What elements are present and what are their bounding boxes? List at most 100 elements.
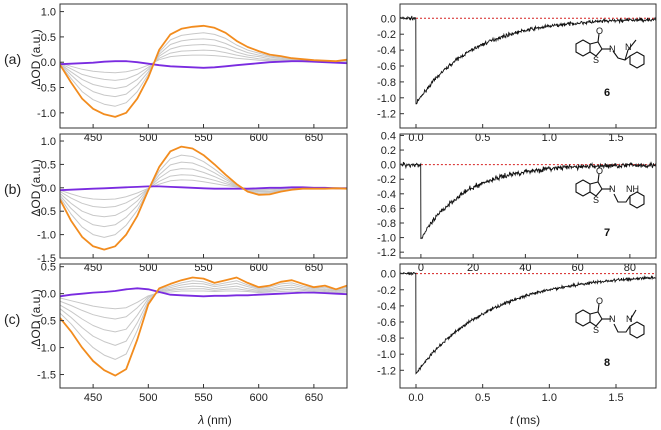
nh-label-7: NH [626, 184, 639, 194]
frame-b-kinetic [399, 133, 657, 259]
series-intermediate-1-c-spectra [60, 280, 347, 360]
y-tick-label-a-kinetic-3: -0.6 [377, 61, 396, 73]
panel-b-spectra: -1.5 -1.0 -0.5 0.0 0.5 1.0 450 500 550 600 650 [37, 133, 348, 274]
series-intermediate-3-b-spectra [60, 168, 347, 218]
x-tick-label-c-spectra-3: 600 [250, 392, 268, 404]
x-tick-label-c-kinetic-3: 1.5 [608, 392, 623, 404]
y-tick-label-c-kinetic-1: -1.0 [377, 349, 396, 361]
series-intermediate-4-b-spectra [60, 174, 347, 208]
y-axis-title-a: ΔOD (a.u.) [29, 29, 43, 86]
plot-area-b-spectra [60, 145, 347, 251]
series-intermediate-4-c-spectra [60, 288, 347, 320]
y-tick-label-c-spectra-0: -1.5 [37, 370, 56, 382]
x-tick-label-a-spectra-2: 550 [194, 132, 212, 144]
y-tick-label-c-kinetic-3: -0.6 [377, 317, 396, 329]
y-tick-label-a-spectra-4: 1.0 [41, 7, 56, 19]
y-tick-label-b-kinetic-1: -1.0 [377, 233, 396, 245]
x-tick-label-b-kinetic-1: 20 [467, 262, 479, 274]
x-tick-label-b-spectra-4: 650 [305, 262, 323, 274]
plot-area-c-spectra [60, 276, 347, 377]
y-tick-label-a-spectra-0: -1.0 [37, 108, 56, 120]
y-tick-label-b-kinetic-5: -0.2 [377, 174, 396, 186]
x-tick-label-b-spectra-2: 550 [194, 262, 212, 274]
y-tick-label-a-spectra-1: -0.5 [37, 83, 56, 95]
x-axis-title-right: t (ms) [510, 413, 540, 427]
x-tick-label-a-spectra-0: 450 [84, 132, 102, 144]
compound-label-7: 7 [604, 227, 610, 239]
nitrogen-label-7: N [609, 184, 616, 194]
x-tick-label-a-kinetic-2: 1.0 [542, 132, 557, 144]
y-tick-label-b-spectra-0: -1.5 [37, 253, 56, 265]
x-tick-label-a-spectra-1: 500 [139, 132, 157, 144]
nitrogen-label-6: N [609, 44, 616, 54]
y-tick-label-c-kinetic-4: -0.4 [377, 301, 396, 313]
series-initial-b-spectra [60, 185, 347, 192]
y-tick-label-c-spectra-4: 0.5 [41, 262, 56, 274]
y-axis-title-c: ΔOD (a.u.) [29, 289, 43, 346]
x-tick-label-a-kinetic-1: 0.5 [475, 132, 490, 144]
y-tick-label-c-kinetic-0: -1.2 [377, 365, 396, 377]
y-tick-label-b-kinetic-4: -0.4 [377, 189, 396, 201]
frame-c-kinetic [399, 263, 657, 389]
y-tick-label-a-kinetic-0: -1.2 [377, 109, 396, 121]
plot-area-a-spectra [60, 24, 347, 118]
oxygen-label-6: O [596, 26, 603, 36]
x-tick-label-b-spectra-0: 450 [84, 262, 102, 274]
x-tick-label-b-kinetic-2: 40 [519, 262, 531, 274]
y-tick-label-c-kinetic-5: -0.2 [377, 285, 396, 297]
panel-b-kinetic: -1.2 -1.0 -0.8 -0.6 -0.4 -0.2 0.0 0.2 0.4 0 20 40 60… [377, 130, 657, 274]
y-tick-label-b-kinetic-7: 0.2 [381, 145, 396, 157]
y-tick-label-b-kinetic-3: -0.6 [377, 203, 396, 215]
x-tick-label-a-spectra-3: 600 [250, 132, 268, 144]
plot-area-b-kinetic [400, 161, 656, 240]
series-final-c-spectra [60, 276, 347, 377]
plot-area-c-kinetic [400, 271, 656, 375]
x-tick-label-c-kinetic-2: 1.0 [542, 392, 557, 404]
y-tick-label-a-spectra-2: 0.0 [41, 57, 56, 69]
y-tick-label-a-kinetic-5: -0.2 [377, 29, 396, 41]
series-final-b-spectra [60, 145, 347, 251]
sulfur-label-8: S [593, 325, 599, 335]
kinetic-trace-b-kinetic [400, 161, 656, 240]
y-tick-label-a-kinetic-1: -1.0 [377, 93, 396, 105]
x-axis-title-left: λ (nm) [197, 413, 232, 427]
y-tick-label-b-spectra-1: -1.0 [37, 230, 56, 242]
molecule-6-structure: O S N N [575, 26, 645, 69]
series-intermediate-2-c-spectra [60, 282, 347, 346]
y-tick-label-c-spectra-3: 0.0 [41, 289, 56, 301]
panel-a-spectra: -1.0 -0.5 0.0 0.5 1.0 450 500 550 600 650 [37, 3, 348, 144]
row-label-b: (b) [4, 181, 21, 197]
x-tick-label-c-kinetic-1: 0.5 [475, 392, 490, 404]
x-tick-label-c-spectra-1: 500 [139, 392, 157, 404]
x-tick-label-b-spectra-1: 500 [139, 262, 157, 274]
x-tick-label-b-kinetic-4: 80 [624, 262, 636, 274]
series-intermediate-5-a-spectra [60, 54, 347, 74]
x-tick-label-c-spectra-0: 450 [84, 392, 102, 404]
panel-a-kinetic: -1.2 -1.0 -0.8 -0.6 -0.4 -0.2 0.0 0.0 0.5 1.0 1.5 [377, 3, 657, 144]
series-intermediate-3-c-spectra [60, 285, 347, 333]
series-intermediate-5-b-spectra [60, 179, 347, 200]
nitrogen-label-8b: N [626, 314, 633, 324]
y-tick-label-c-kinetic-6: 0.0 [381, 269, 396, 281]
y-tick-label-b-spectra-2: -0.5 [37, 206, 56, 218]
x-tick-label-a-kinetic-0: 0.0 [408, 132, 423, 144]
x-tick-label-c-kinetic-0: 0.0 [408, 392, 423, 404]
sulfur-label-6: S [593, 55, 599, 65]
nitrogen-label-6b: N [625, 42, 632, 52]
y-tick-label-c-kinetic-2: -0.8 [377, 333, 396, 345]
row-label-c: (c) [4, 311, 20, 327]
panel-c-spectra: -1.5 -1.0 -0.5 0.0 0.5 450 500 550 600 650 [37, 262, 348, 404]
y-tick-label-b-spectra-3: 0.0 [41, 183, 56, 195]
y-tick-label-a-kinetic-2: -0.8 [377, 77, 396, 89]
y-tick-label-a-spectra-3: 0.5 [41, 32, 56, 44]
x-tick-label-c-spectra-4: 650 [305, 392, 323, 404]
kinetic-trace-c-kinetic [400, 271, 656, 375]
y-tick-label-a-kinetic-6: 0.0 [381, 13, 396, 25]
oxygen-label-7: O [596, 166, 603, 176]
series-initial-c-spectra [60, 287, 347, 298]
oxygen-label-8: O [596, 296, 603, 306]
y-tick-label-c-spectra-1: -1.0 [37, 343, 56, 355]
series-intermediate-3-a-spectra [60, 44, 347, 89]
x-tick-label-a-kinetic-3: 1.5 [608, 132, 623, 144]
y-tick-label-b-kinetic-6: 0.0 [381, 160, 396, 172]
